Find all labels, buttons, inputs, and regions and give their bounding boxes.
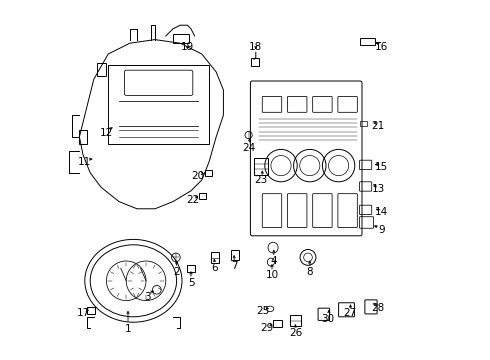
Text: 26: 26 xyxy=(289,328,302,338)
Text: 20: 20 xyxy=(192,171,205,181)
Text: 25: 25 xyxy=(256,306,270,316)
Text: 19: 19 xyxy=(181,42,194,52)
Text: 15: 15 xyxy=(375,162,389,172)
Text: 18: 18 xyxy=(249,42,263,52)
Text: 27: 27 xyxy=(343,308,356,318)
Text: 3: 3 xyxy=(145,292,151,302)
Text: 24: 24 xyxy=(242,143,255,153)
Text: 23: 23 xyxy=(255,175,268,185)
Text: 10: 10 xyxy=(266,270,278,280)
Text: 21: 21 xyxy=(371,121,385,131)
Text: 17: 17 xyxy=(76,308,90,318)
Text: 2: 2 xyxy=(173,267,180,277)
Text: 1: 1 xyxy=(124,324,131,334)
Text: 8: 8 xyxy=(306,267,313,277)
Text: 9: 9 xyxy=(378,225,385,235)
Text: 29: 29 xyxy=(260,323,273,333)
Text: 7: 7 xyxy=(231,261,238,271)
Text: 14: 14 xyxy=(375,207,389,217)
Text: 11: 11 xyxy=(78,157,92,167)
Text: 6: 6 xyxy=(211,263,218,273)
Text: 16: 16 xyxy=(375,42,389,52)
Text: 12: 12 xyxy=(100,128,113,138)
Text: 4: 4 xyxy=(270,256,277,266)
Text: 13: 13 xyxy=(371,184,385,194)
Text: 28: 28 xyxy=(371,303,385,313)
Text: 5: 5 xyxy=(188,278,195,288)
Text: 22: 22 xyxy=(186,195,199,205)
Text: 30: 30 xyxy=(321,314,334,324)
